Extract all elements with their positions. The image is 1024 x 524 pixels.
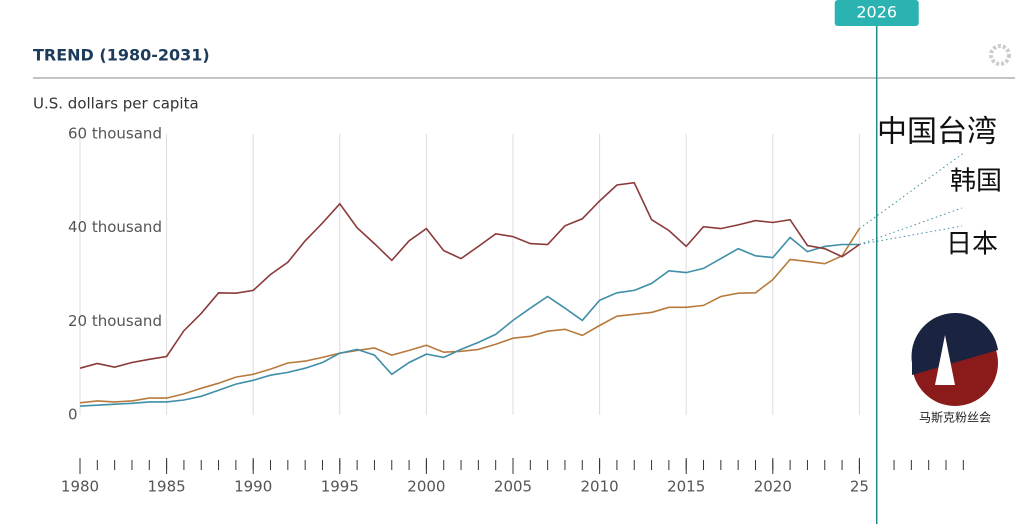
section-title: TREND (1980-2031) [33,46,210,65]
plot: 1980 1985 1990 1995 2000 2005 2010 2015 2020 25 0 2… [61,125,966,496]
x-tick-label: 2015 [667,478,705,496]
x-tick-label: 1985 [148,478,186,496]
series-line [79,181,860,369]
x-tick-label: 2010 [581,478,619,496]
logo-top [911,313,998,375]
x-tick-label: 1980 [61,478,99,496]
settings-icon[interactable] [989,44,1011,66]
leader-line [859,151,966,230]
x-tick-label: 2005 [494,478,532,496]
cursor-label: 2026 [856,3,897,22]
x-tick-label: 2020 [754,478,792,496]
y-tick-label: 60 thousand [68,125,162,143]
y-tick-label: 40 thousand [68,218,162,236]
y-tick-label: 20 thousand [68,312,162,330]
series-line [79,228,861,404]
series-label: 韩国 [950,167,1002,197]
logo-rocket [935,335,955,385]
y-axis-title: U.S. dollars per capita [33,95,199,113]
cursor-badge [834,0,919,26]
series-line [79,236,860,407]
watermark: 马斯克粉丝会 [919,411,991,425]
series-label: 中国台湾 [877,115,997,150]
x-tick-label: 25 [850,478,869,496]
leader-line [859,225,963,246]
x-tick-label: 1995 [321,478,359,496]
x-tick-label: 1990 [234,478,272,496]
y-tick-label: 0 [68,406,78,424]
series-label: 日本 [946,230,998,260]
x-tick-label: 2000 [407,478,445,496]
